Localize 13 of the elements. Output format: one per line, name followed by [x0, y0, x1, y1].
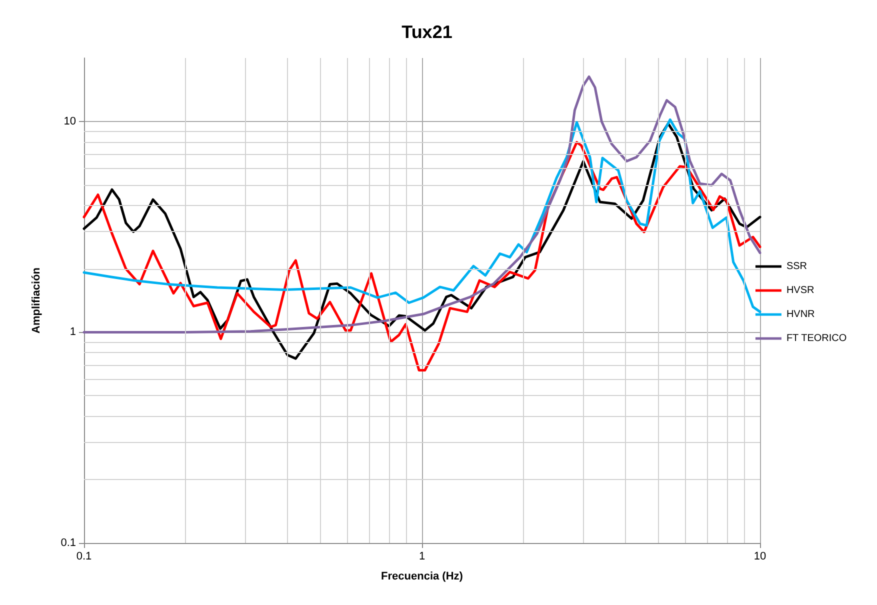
- x-tick-label: 0.1: [76, 550, 92, 562]
- legend-label: SSR: [786, 261, 808, 272]
- y-tick-label: 1: [70, 326, 76, 338]
- y-tick-label: 10: [64, 115, 76, 128]
- legend-label: FT TEORICO: [786, 333, 847, 344]
- x-tick-label: 10: [754, 550, 766, 562]
- y-axis-title: Amplifiación: [30, 267, 42, 334]
- x-axis-title: Frecuencia (Hz): [381, 570, 464, 582]
- chart-title: Tux21: [402, 22, 452, 42]
- x-tick-label: 1: [418, 550, 426, 562]
- legend-label: HVSR: [786, 285, 814, 296]
- legend-label: HVNR: [786, 309, 815, 320]
- y-tick-label: 0.1: [60, 537, 76, 549]
